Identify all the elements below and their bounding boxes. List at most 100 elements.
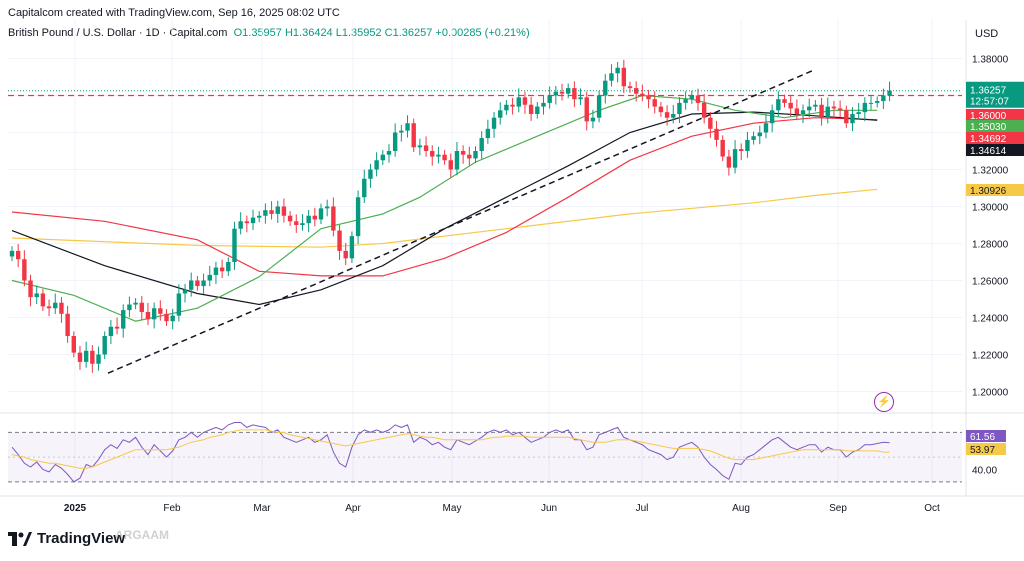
- candle-body: [498, 110, 503, 118]
- candle-body: [559, 91, 565, 94]
- tradingview-logo-icon: [8, 531, 32, 546]
- candle-body: [442, 154, 447, 161]
- x-tick-label: Mar: [253, 503, 271, 514]
- candle-body: [825, 106, 830, 118]
- candle-body: [745, 139, 750, 151]
- rsi-ma-line: [11, 429, 890, 469]
- candle-body: [769, 110, 775, 124]
- candle-body: [337, 230, 342, 251]
- currency-label: USD: [975, 28, 999, 40]
- ma-black-line: [11, 111, 878, 306]
- candle-body: [34, 293, 39, 298]
- price-tag-label: 1.30926: [970, 186, 1007, 197]
- ma-green-line: [11, 94, 878, 322]
- candle-body: [837, 108, 843, 111]
- y-tick-label: 1.32000: [972, 166, 1009, 177]
- candle-body: [491, 117, 497, 129]
- x-tick-label: Aug: [732, 503, 750, 514]
- candle-body: [609, 73, 614, 81]
- candle-body: [881, 95, 886, 102]
- candle-body: [22, 259, 27, 281]
- candle-body: [504, 104, 509, 111]
- candle-body: [244, 221, 250, 224]
- candle-body: [182, 289, 188, 294]
- candle-body: [405, 123, 410, 131]
- candle-body: [9, 250, 15, 257]
- candle-body: [399, 130, 404, 133]
- rsi-value-tag: [966, 430, 1006, 442]
- ma-red-line: [11, 117, 878, 277]
- candle-body: [566, 88, 571, 94]
- candle-body: [392, 132, 398, 151]
- candle-body: [467, 154, 472, 159]
- candle-body: [127, 304, 132, 311]
- flash-icon[interactable]: ⚡: [874, 392, 894, 412]
- candle-body: [294, 221, 299, 225]
- price-tag: [966, 184, 1024, 196]
- candle-body: [189, 280, 194, 290]
- candle-body: [572, 88, 577, 100]
- candle-body: [751, 136, 756, 140]
- candle-body: [739, 149, 744, 151]
- candle-body: [207, 274, 212, 281]
- candle-body: [535, 106, 540, 114]
- candle-body: [331, 206, 336, 231]
- candle-body: [714, 128, 719, 140]
- y-tick-label: 1.24000: [972, 314, 1009, 325]
- candle-body: [652, 99, 657, 107]
- candle-body: [28, 280, 33, 298]
- price-tag-label: 1.34692: [970, 134, 1007, 145]
- candle-body: [164, 313, 169, 322]
- candle-body: [436, 154, 441, 157]
- candle-body: [596, 95, 602, 118]
- candle-body: [324, 206, 330, 209]
- candle-body: [349, 236, 355, 259]
- candle-body: [782, 99, 787, 103]
- rsi-value-label: 53.97: [970, 445, 995, 456]
- tradingview-logo: TradingView: [8, 530, 125, 547]
- candle-body: [807, 106, 812, 111]
- candle-body: [578, 97, 583, 100]
- candle-body: [59, 302, 64, 314]
- candle-body: [671, 114, 676, 118]
- candle-body: [844, 110, 849, 124]
- candle-body: [108, 326, 114, 336]
- x-tick-label: Oct: [924, 503, 940, 514]
- candle-body: [528, 104, 534, 114]
- candle-body: [355, 197, 361, 237]
- candle-body: [708, 117, 713, 129]
- candle-body: [306, 215, 311, 224]
- y-tick-label: 1.28000: [972, 240, 1009, 251]
- candle-body: [510, 104, 515, 107]
- candle-body: [454, 151, 460, 170]
- rsi-line: [11, 422, 890, 483]
- candle-body: [831, 106, 837, 109]
- candle-body: [219, 267, 225, 272]
- candle-body: [887, 90, 892, 96]
- candle-body: [151, 308, 157, 320]
- candle-body: [856, 112, 861, 114]
- candle-body: [683, 99, 688, 103]
- candle-body: [46, 306, 52, 309]
- y-tick-label: 1.20000: [972, 388, 1009, 399]
- watermark: ARGAAM: [115, 528, 169, 542]
- candle-body: [158, 308, 163, 314]
- candle-body: [794, 108, 800, 114]
- ohlc-values: O1.35957 H1.36424 L1.35952 C1.36257 +0.0…: [233, 27, 530, 39]
- candle-body: [83, 350, 89, 362]
- candle-body: [541, 102, 546, 107]
- candle-body: [757, 132, 762, 137]
- candle-body: [479, 138, 484, 151]
- symbol-name[interactable]: British Pound / U.S. Dollar · 1D · Capit…: [8, 27, 228, 39]
- y-tick-label: 1.38000: [972, 55, 1009, 66]
- candle-body: [362, 178, 367, 198]
- candle-body: [862, 102, 868, 113]
- candle-body: [615, 67, 620, 74]
- candle-body: [522, 97, 528, 105]
- candle-body: [627, 86, 633, 89]
- candle-body: [658, 106, 664, 113]
- candle-body: [633, 88, 639, 94]
- candle-body: [763, 123, 769, 133]
- candle-body: [281, 206, 287, 216]
